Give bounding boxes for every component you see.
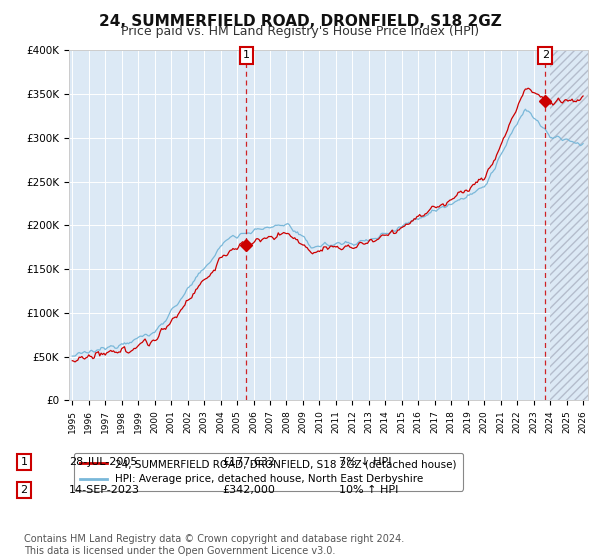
Text: 14-SEP-2023: 14-SEP-2023	[69, 485, 140, 495]
Text: £342,000: £342,000	[222, 485, 275, 495]
Text: 2: 2	[20, 485, 28, 495]
Bar	[550, 50, 588, 400]
Legend: 24, SUMMERFIELD ROAD, DRONFIELD, S18 2GZ (detached house), HPI: Average price, d: 24, SUMMERFIELD ROAD, DRONFIELD, S18 2GZ…	[74, 453, 463, 491]
Text: 10% ↑ HPI: 10% ↑ HPI	[339, 485, 398, 495]
Text: 2: 2	[542, 50, 549, 60]
Text: 24, SUMMERFIELD ROAD, DRONFIELD, S18 2GZ: 24, SUMMERFIELD ROAD, DRONFIELD, S18 2GZ	[98, 14, 502, 29]
Text: 28-JUL-2005: 28-JUL-2005	[69, 457, 137, 467]
Text: 1: 1	[20, 457, 28, 467]
Text: Price paid vs. HM Land Registry's House Price Index (HPI): Price paid vs. HM Land Registry's House …	[121, 25, 479, 38]
Text: 1: 1	[243, 50, 250, 60]
Text: £177,632: £177,632	[222, 457, 275, 467]
Text: Contains HM Land Registry data © Crown copyright and database right 2024.
This d: Contains HM Land Registry data © Crown c…	[24, 534, 404, 556]
Text: 7% ↓ HPI: 7% ↓ HPI	[339, 457, 391, 467]
